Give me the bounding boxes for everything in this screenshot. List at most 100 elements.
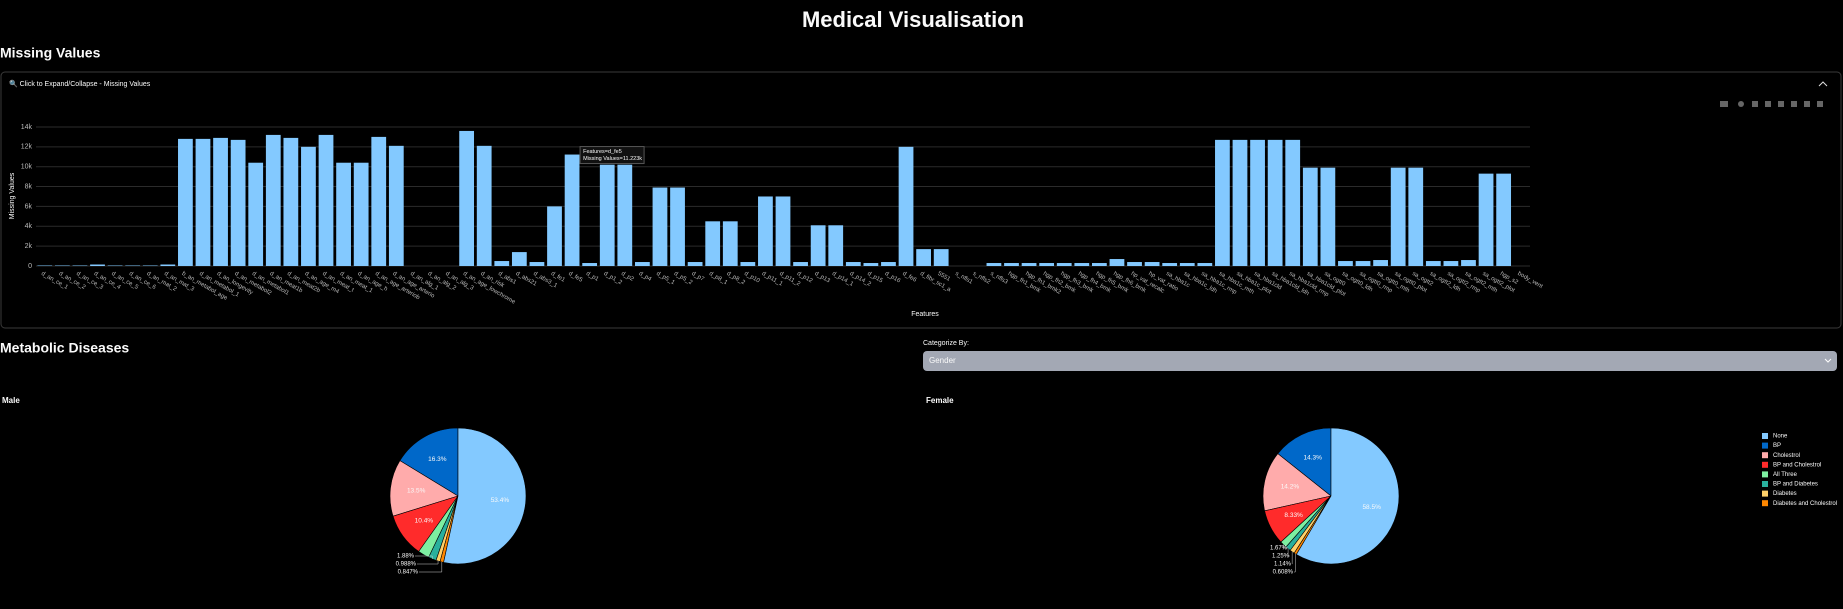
bar [336, 162, 351, 266]
legend-label: None [1773, 434, 1788, 440]
bar [476, 145, 492, 266]
legend-label: Cholestrol [1773, 453, 1800, 459]
zoom-in-icon[interactable] [1765, 101, 1771, 107]
bar [1320, 167, 1336, 266]
legend-swatch [1762, 452, 1768, 459]
fullscreen-icon[interactable] [1817, 101, 1823, 107]
x-tick-label: d_p16 [884, 271, 902, 285]
bar [1373, 260, 1388, 266]
bar [511, 252, 527, 266]
bar [670, 187, 685, 266]
bar [845, 262, 861, 266]
bar [1074, 263, 1090, 266]
x-tick-label: d_p5_1 [655, 271, 676, 287]
x-tick-label: s_nfls2 [972, 271, 992, 286]
bar [1197, 263, 1213, 266]
bar [1267, 139, 1283, 266]
bar [388, 145, 404, 266]
y-tick-label: 6k [25, 203, 33, 210]
legend-swatch [1762, 481, 1768, 487]
bar [230, 139, 246, 266]
bar [898, 146, 914, 266]
select-value[interactable]: Gender [929, 356, 956, 365]
tooltip-text: Features=d_fe5 [583, 149, 622, 155]
pie-slice [399, 427, 459, 497]
bar [1355, 261, 1371, 266]
bar [371, 136, 387, 266]
bar [318, 134, 334, 266]
bar [1250, 139, 1265, 266]
slice-label: 1.14% [1274, 562, 1292, 568]
bar [1461, 260, 1476, 266]
bar [1091, 263, 1107, 266]
legend-swatch [1762, 500, 1768, 507]
expander-label[interactable]: 🔍 Click to Expand/Collapse - Missing Val… [9, 79, 151, 88]
x-tick-label: d_p10 [743, 271, 761, 285]
bar [758, 196, 773, 266]
leader-line [415, 555, 433, 559]
x-tick-label: body_vent [1516, 271, 1543, 290]
slice-label: 1.67% [1270, 546, 1288, 552]
y-tick-label: 14k [21, 124, 33, 131]
pan-icon[interactable] [1752, 101, 1758, 107]
bar [178, 138, 193, 266]
bar [863, 263, 879, 266]
collapse-icon[interactable] [1818, 81, 1828, 87]
reset-icon[interactable] [1804, 101, 1810, 107]
bar [353, 162, 369, 266]
legend-label: All Three [1773, 472, 1798, 478]
x-tick-label: s_nfls1 [954, 271, 974, 286]
x-axis-title: Features [911, 311, 939, 318]
bar [1443, 261, 1459, 266]
bar [722, 221, 738, 266]
legend-swatch [1762, 433, 1768, 439]
select-box[interactable] [923, 351, 1837, 371]
y-tick-label: 8k [25, 183, 33, 190]
chart-toolbar [1720, 101, 1823, 107]
bar [1232, 139, 1248, 266]
zoom-out-icon[interactable] [1778, 101, 1784, 107]
legend-label: BP [1773, 443, 1781, 449]
x-tick-label: d_p1_2 [602, 271, 623, 287]
bar [564, 154, 580, 266]
bar [881, 262, 896, 266]
leader-line [1287, 548, 1290, 557]
leader-line [417, 561, 439, 565]
pie-slice [443, 427, 527, 565]
bar [810, 225, 826, 266]
bar [582, 263, 598, 266]
y-tick-label: 0 [28, 263, 32, 270]
legend-swatch [1762, 471, 1768, 478]
expander[interactable] [0, 71, 1842, 329]
bar [301, 146, 316, 266]
tooltip-text: Missing Values=11.223k [583, 156, 642, 162]
x-tick-label: d_fe6 [901, 271, 918, 284]
autoscale-icon[interactable] [1791, 101, 1797, 107]
slice-label: 0.988% [396, 562, 417, 568]
bar [687, 262, 703, 266]
bar [1021, 263, 1037, 266]
bar [213, 137, 228, 266]
camera-icon[interactable] [1720, 101, 1728, 107]
bar [265, 134, 281, 266]
slice-label: 14.3% [1303, 455, 1322, 462]
zoom-icon[interactable] [1738, 101, 1744, 107]
pie-slice [1262, 453, 1332, 512]
pie-title: Female [926, 396, 954, 405]
slice-label: 16.3% [428, 456, 447, 463]
bar [705, 221, 721, 266]
bar [1215, 139, 1230, 266]
bar [1179, 263, 1195, 266]
legend-label: Diabetes and Cholestrol [1773, 501, 1837, 507]
legend-label: BP and Cholestrol [1773, 462, 1821, 468]
select-chevron[interactable] [1824, 358, 1832, 363]
legend-swatch [1762, 461, 1768, 468]
bar [1302, 167, 1318, 266]
y-tick-label: 10k [21, 164, 33, 171]
slice-label: 10.4% [415, 517, 434, 524]
bar [775, 196, 791, 266]
bar [529, 262, 545, 266]
bar [459, 130, 475, 266]
